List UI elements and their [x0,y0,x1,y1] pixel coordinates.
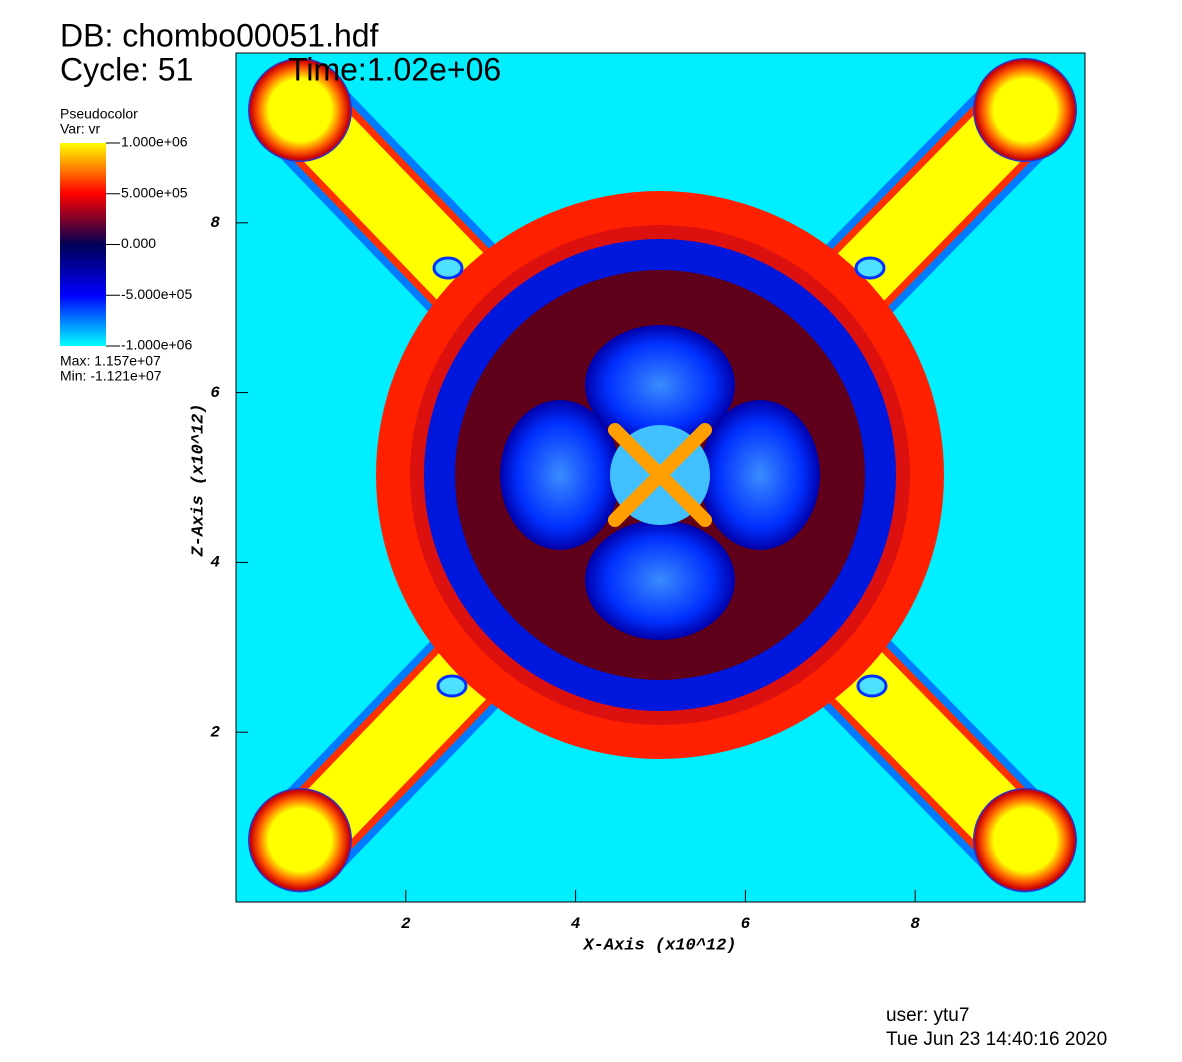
y-tick-label: 8 [210,214,220,232]
cycle: Cycle: 51 [60,51,193,87]
time: Time:1.02e+06 [288,51,501,87]
x-tick-label: 6 [741,915,751,933]
legend-min: Min: -1.121e+07 [60,368,162,384]
plot-frame [235,52,1086,903]
y-tick-label: 2 [210,723,220,741]
colorbar [60,143,106,346]
x-tick-label: 8 [910,915,920,933]
y-tick-label: 4 [210,554,220,572]
legend-var: Var: vr [60,121,101,137]
legend-title: Pseudocolor [60,106,138,122]
x-axis-label: X-Axis (x10^12) [582,936,736,955]
title: DB: chombo00051.hdf [60,17,379,53]
field [236,53,1085,902]
y-axis-label: Z-Axis (x10^12) [189,403,208,557]
colorbar-tick-label: 0.000 [121,235,156,251]
x-tick-label: 4 [571,915,581,933]
user: user: ytu7 [886,1005,969,1026]
colorbar-tick-label: -1.000e+06 [121,337,192,353]
x-tick-label: 2 [401,915,411,933]
date: Tue Jun 23 14:40:16 2020 [886,1029,1107,1050]
legend-max: Max: 1.157e+07 [60,353,161,369]
y-tick-label: 6 [210,384,220,402]
colorbar-tick-label: 5.000e+05 [121,184,188,200]
colorbar-tick-label: -5.000e+05 [121,286,192,302]
colorbar-tick-label: 1.000e+06 [121,134,188,150]
